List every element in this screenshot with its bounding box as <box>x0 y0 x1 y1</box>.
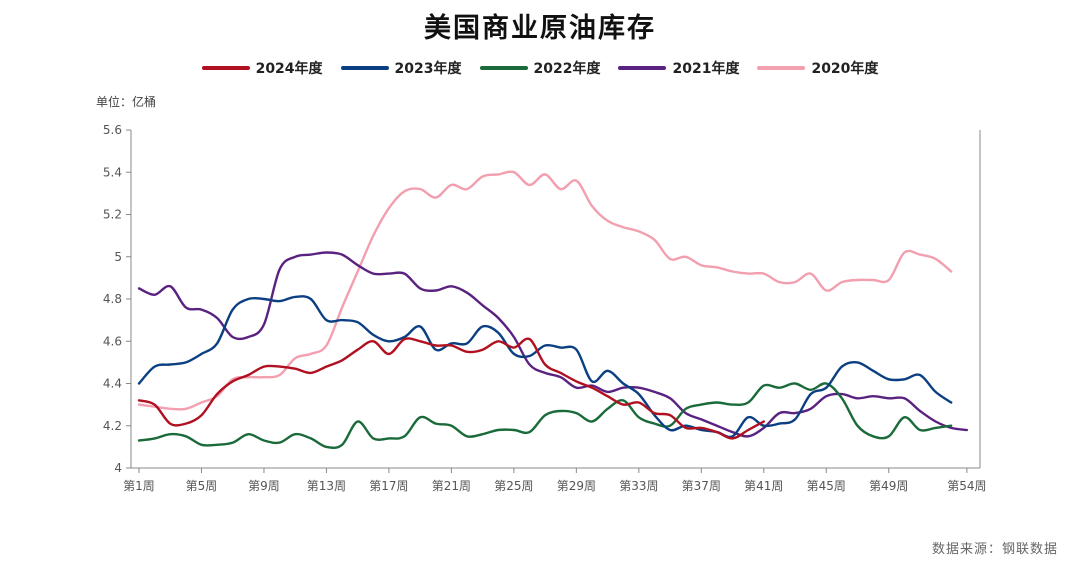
legend-item-2022年度[interactable]: 2022年度 <box>479 58 601 78</box>
legend-swatch <box>757 66 806 70</box>
legend-item-2024年度[interactable]: 2024年度 <box>201 58 323 78</box>
x-tick-label: 第13周 <box>307 479 346 493</box>
y-tick-label: 4.4 <box>103 377 122 391</box>
unit-label: 单位：亿桶 <box>96 95 157 109</box>
legend-label: 2022年度 <box>533 61 601 77</box>
y-tick-label: 5.2 <box>103 208 122 222</box>
x-tick-label: 第5周 <box>186 479 218 493</box>
y-tick-label: 4 <box>114 461 122 475</box>
legend-label: 2020年度 <box>811 61 879 77</box>
series-line-2020年度 <box>137 170 953 411</box>
series-line-2023年度 <box>137 295 953 439</box>
legend: 2024年度 2023年度 2022年度 2021年度 2020年度 <box>0 58 1080 78</box>
legend-label: 2024年度 <box>255 61 323 77</box>
x-tick-label: 第17周 <box>369 479 408 493</box>
x-tick-label: 第33周 <box>619 479 658 493</box>
x-tick-label: 第9周 <box>248 479 280 493</box>
legend-item-2023年度[interactable]: 2023年度 <box>340 58 462 78</box>
y-tick-label: 4.8 <box>103 292 122 306</box>
y-tick-label: 4.2 <box>103 419 122 433</box>
legend-item-2020年度[interactable]: 2020年度 <box>757 58 878 78</box>
series-line-2024年度 <box>137 337 765 440</box>
series-line-2022年度 <box>137 382 953 449</box>
x-tick-label: 第29周 <box>557 479 596 493</box>
x-tick-label: 第25周 <box>494 479 533 493</box>
y-tick-label: 4.6 <box>103 334 122 348</box>
chart-title: 美国商业原油库存 <box>424 13 656 44</box>
x-tick-label: 第49周 <box>869 479 908 493</box>
y-tick-label: 5.6 <box>103 123 122 137</box>
y-tick-label: 5 <box>114 250 122 264</box>
series-lines <box>137 170 969 449</box>
legend-item-2021年度[interactable]: 2021年度 <box>618 58 739 78</box>
x-tick-label: 第37周 <box>682 479 721 493</box>
x-tick-label: 第45周 <box>807 479 846 493</box>
series-line-2021年度 <box>137 251 969 438</box>
axes: 4 4.2 4.4 4.6 4.8 5 5.2 5.4 5.6 第1周 第5周 第9周 第13周 第17周… <box>103 123 987 493</box>
x-tick-label: 第21周 <box>432 479 471 493</box>
data-source: 数据来源：钢联数据 <box>931 542 1058 557</box>
legend-label: 2021年度 <box>672 61 740 77</box>
legend-swatch <box>479 66 528 70</box>
legend-swatch <box>618 66 667 70</box>
x-tick-label: 第41周 <box>744 479 783 493</box>
legend-swatch <box>201 66 250 70</box>
x-tick-label: 第1周 <box>123 479 155 493</box>
y-tick-label: 5.4 <box>103 165 122 179</box>
x-tick-label: 第54周 <box>947 479 986 493</box>
legend-label: 2023年度 <box>394 61 462 77</box>
legend-swatch <box>340 66 389 70</box>
